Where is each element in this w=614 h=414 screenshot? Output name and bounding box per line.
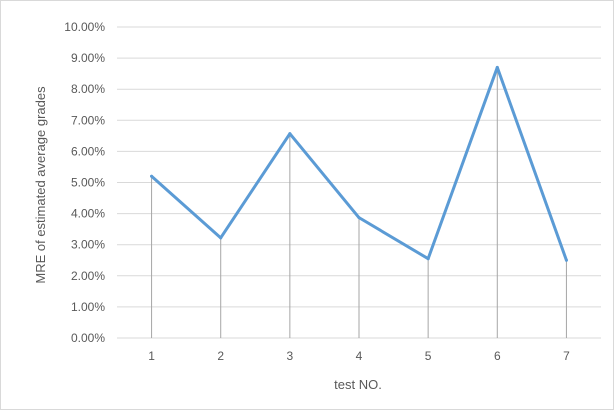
data-point [564, 258, 568, 262]
x-axis-label: test NO. [334, 377, 382, 392]
series-layer [150, 65, 568, 262]
y-tick-label: 8.00% [71, 82, 105, 96]
y-tick-label: 0.00% [71, 331, 105, 345]
y-tick-label: 10.00% [64, 20, 105, 34]
data-point [357, 216, 361, 220]
y-tick-label: 3.00% [71, 238, 105, 252]
data-point [150, 174, 154, 178]
y-tick-label: 2.00% [71, 269, 105, 283]
y-tick-label: 6.00% [71, 144, 105, 158]
x-tick-label: 3 [287, 349, 294, 363]
gridlines [117, 26, 601, 339]
data-point [426, 257, 430, 261]
y-tick-label: 9.00% [71, 51, 105, 65]
data-point [495, 65, 499, 69]
y-axis-ticks: 0.00% 1.00% 2.00% 3.00% 4.00% 5.00% 6.00% 7.00%… [64, 20, 105, 345]
x-axis-ticks: 1 2 3 4 5 6 7 [148, 349, 570, 363]
y-tick-label: 1.00% [71, 300, 105, 314]
y-axis-label: MRE of estimated average grades [33, 86, 48, 284]
x-tick-label: 1 [148, 349, 155, 363]
x-tick-label: 4 [356, 349, 363, 363]
x-tick-label: 5 [425, 349, 432, 363]
y-tick-label: 4.00% [71, 207, 105, 221]
data-point [288, 132, 292, 136]
y-tick-label: 5.00% [71, 176, 105, 190]
x-tick-label: 7 [563, 349, 570, 363]
y-tick-label: 7.00% [71, 113, 105, 127]
data-point [219, 236, 223, 240]
drop-lines [151, 67, 567, 338]
x-tick-label: 6 [494, 349, 501, 363]
x-tick-label: 2 [217, 349, 224, 363]
